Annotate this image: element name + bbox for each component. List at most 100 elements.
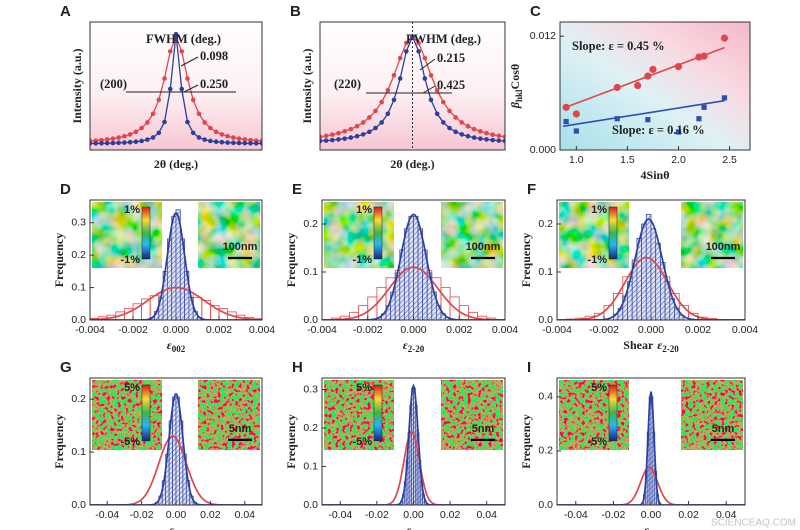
x-tick-label: 0.00 [641,509,662,521]
marker [231,135,236,140]
marker [99,140,104,146]
colorbar-label: 5% [124,382,140,394]
annotation: (200) [100,77,127,91]
plot-background [560,22,750,150]
marker [342,129,347,134]
marker [502,134,505,140]
marker [379,120,384,125]
y-tick-label: 0.0 [71,499,86,511]
point [562,103,570,111]
point [634,81,642,90]
marker [397,55,403,61]
inset-image [441,380,503,450]
fit-curve [557,466,745,505]
marker [236,140,242,146]
marker [219,139,225,145]
point [696,116,702,122]
x-tick-label: 0.002 [446,324,472,336]
x-axis-label: εxx [169,523,183,530]
x-tick-label: -0.004 [542,324,572,336]
colorbar-label: -1% [352,254,372,266]
marker [162,119,167,125]
histogram-bar [175,396,180,505]
marker [360,132,366,137]
marker [179,86,185,92]
x-tick-label: 0.000 [638,324,664,336]
marker [428,72,434,78]
y-tick-label: 0.3 [71,216,86,228]
point [573,128,579,134]
colorbar-label: 5% [591,382,607,394]
x-axis-label-part: 2-20 [408,344,425,354]
x-axis-label-part: ε [403,338,408,352]
marker [167,86,173,92]
x-tick-label: 2.0 [671,154,686,166]
marker [484,130,489,136]
marker [434,87,440,93]
x-tick-label: 0.004 [492,324,518,336]
marker [391,97,397,103]
marker [145,120,150,125]
marker [490,137,495,143]
colorbar-label: 1% [124,204,140,216]
panel-label: C [530,3,541,20]
point [645,117,651,123]
x-tick-label: -0.04 [564,509,588,521]
fit-curve [322,383,505,505]
inset-image [681,380,743,450]
y-tick-label: 0.1 [71,281,86,293]
marker [150,111,156,117]
scale-label: 100nm [223,241,258,253]
y-tick-label: 0.0 [538,499,553,511]
plot-area [90,22,262,150]
x-tick-label: -0.002 [118,324,148,336]
x-tick-label: 1.5 [620,154,635,166]
marker [422,55,428,61]
marker [231,140,236,146]
marker [404,40,409,46]
x-tick-label: -0.004 [307,324,337,336]
plot-background [90,22,262,150]
marker [122,140,127,145]
marker [196,135,202,140]
annotation: 0.250 [200,77,228,91]
marker [133,129,139,135]
leader-line [419,58,436,71]
marker [360,120,366,125]
x-tick-label: 2.5 [722,154,737,166]
marker [434,111,440,117]
marker [354,133,360,139]
x-tick-label: 0.02 [200,509,221,521]
x-tick-label: 0.04 [235,509,256,521]
marker [104,137,110,142]
fit-curve [90,286,262,320]
marker [219,132,225,137]
marker [465,123,471,129]
y-tick-label: 0.3 [303,383,318,395]
marker [502,138,505,144]
marker [447,108,452,114]
marker [156,97,162,103]
x-axis-label-part: ε [169,523,174,530]
x-tick-label: -0.04 [95,509,119,521]
marker [471,135,477,140]
annotation: Slope: ε = 0.16 % [612,123,705,137]
fit-curve [322,430,505,505]
x-tick-label: 0.04 [716,509,737,521]
marker [391,72,397,78]
annotation: Slope: ε = 0.45 % [572,39,665,53]
marker [213,129,219,135]
marker [373,125,378,131]
x-tick-label: 0.004 [249,324,275,336]
colorbar-label: -5% [120,436,140,448]
marker [242,140,248,146]
y-tick-label: 0.2 [303,218,318,230]
marker [478,129,483,134]
colorbar [141,384,151,442]
scale-label: 100nm [466,241,501,253]
x-tick-label: 0.000 [400,324,426,336]
panel-label: E [292,181,302,198]
marker [253,141,259,146]
marker [167,49,173,54]
